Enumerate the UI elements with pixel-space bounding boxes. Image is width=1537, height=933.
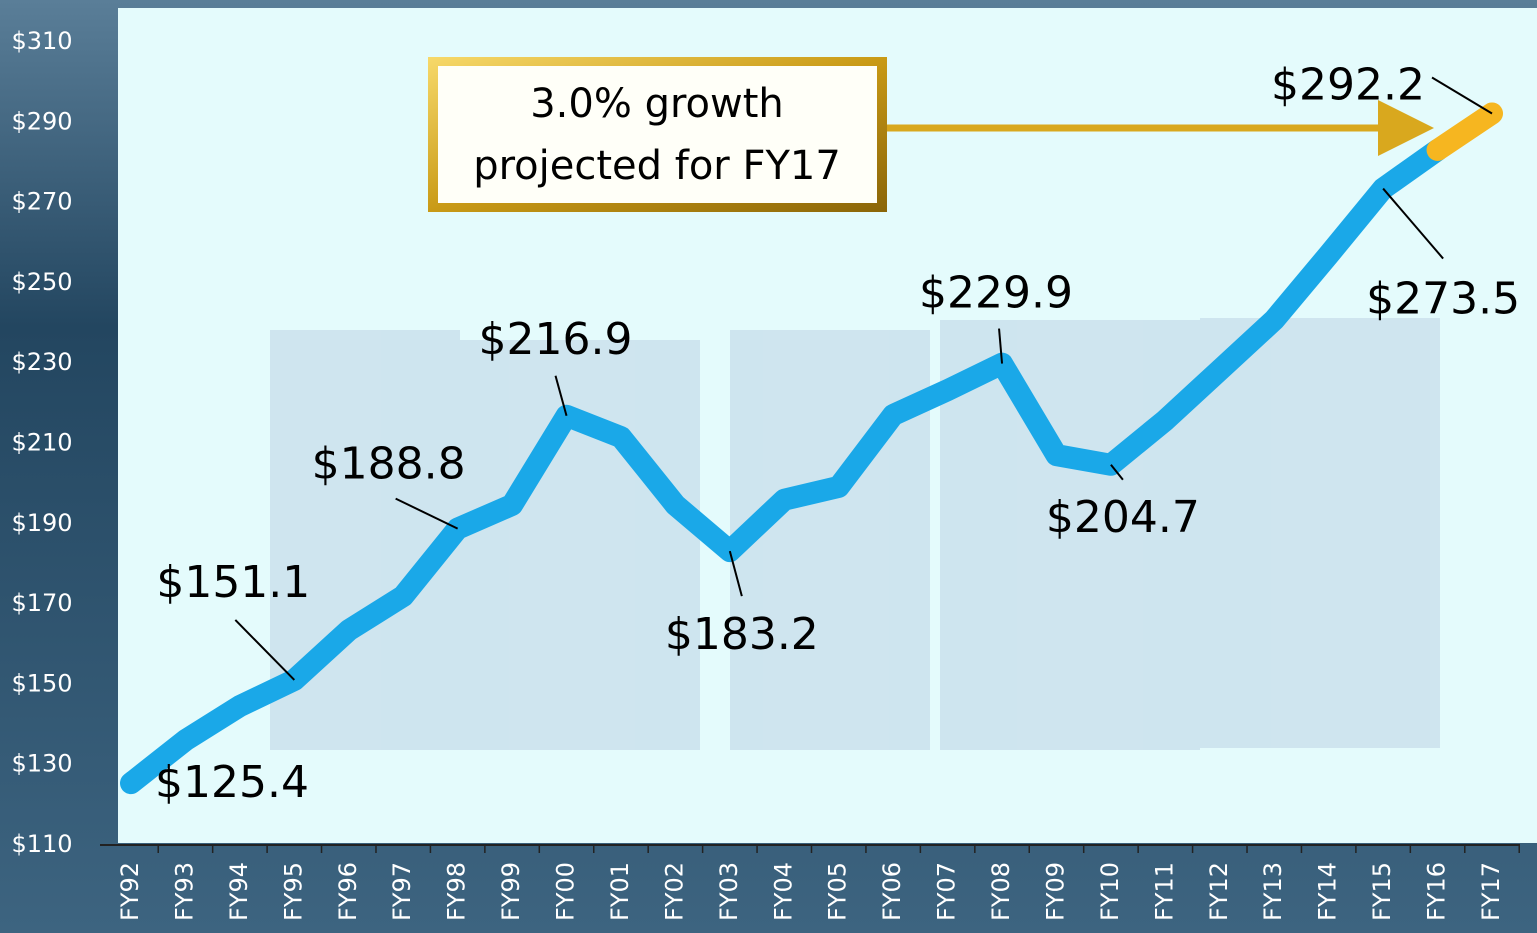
x-tick-label: FY94 (225, 862, 253, 921)
x-tick-label: FY97 (388, 862, 416, 921)
y-tick-label: $250 (11, 268, 72, 296)
annotation: 3.0% growth projected for FY17 (428, 57, 1434, 212)
x-tick-label: FY14 (1314, 862, 1342, 921)
data-label: $273.5 (1366, 274, 1520, 325)
annotation-text: 3.0% growth (530, 81, 784, 127)
annotation-text: projected for FY17 (473, 143, 841, 189)
x-tick-label: FY07 (933, 862, 961, 921)
data-label: $216.9 (479, 314, 633, 365)
y-tick-label: $210 (11, 429, 72, 457)
data-label: $125.4 (155, 757, 309, 808)
x-tick-label: FY08 (987, 862, 1015, 921)
leader-line (1110, 464, 1124, 481)
x-tick-label: FY05 (824, 862, 852, 921)
leader-line (998, 328, 1004, 364)
x-tick-label: FY11 (1150, 862, 1178, 921)
x-tick-label: FY17 (1477, 862, 1505, 921)
y-tick-label: $270 (11, 188, 72, 216)
y-tick-label: $290 (11, 107, 72, 135)
annotation-box-inner (438, 66, 877, 203)
data-label: $229.9 (919, 268, 1073, 319)
x-tick-label: FY13 (1259, 862, 1287, 921)
x-tick-label: FY10 (1096, 862, 1124, 921)
leader-line (234, 619, 296, 681)
x-tick-label: FY16 (1423, 862, 1451, 921)
x-tick-label: FY95 (279, 862, 307, 921)
leader-line (1382, 187, 1444, 260)
background-bags (270, 318, 1440, 750)
y-tick-label: $110 (11, 830, 72, 858)
y-tick-label: $130 (11, 750, 72, 778)
x-tick-label: FY98 (443, 862, 471, 921)
y-tick-label: $190 (11, 509, 72, 537)
x-tick-label: FY99 (497, 862, 525, 921)
x-tick-label: FY04 (769, 862, 797, 921)
leader-line (1431, 76, 1493, 115)
x-tick-label: FY00 (552, 862, 580, 921)
leader-line (728, 550, 743, 597)
x-tick-label: FY06 (878, 862, 906, 921)
leader-line (554, 375, 568, 417)
x-tick-label: FY12 (1205, 862, 1233, 921)
series-line (1426, 102, 1503, 162)
x-tick-label: FY92 (116, 862, 144, 921)
data-label: $183.2 (665, 609, 819, 660)
x-tick-label: FY01 (606, 862, 634, 921)
y-tick-label: $310 (11, 27, 72, 55)
x-tick-label: FY09 (1041, 862, 1069, 921)
data-label: $151.1 (156, 557, 310, 608)
x-tick-label: FY03 (715, 862, 743, 921)
x-tick-label: FY02 (660, 862, 688, 921)
x-tick-label: FY15 (1368, 862, 1396, 921)
x-tick-label: FY93 (170, 862, 198, 921)
y-tick-label: $150 (11, 669, 72, 697)
series-line (120, 139, 1449, 795)
y-tick-label: $170 (11, 589, 72, 617)
y-tick-label: $230 (11, 348, 72, 376)
data-label: $188.8 (312, 439, 466, 490)
data-label: $292.2 (1271, 59, 1425, 110)
x-tick-label: FY96 (334, 862, 362, 921)
leader-line (395, 497, 459, 530)
data-label: $204.7 (1046, 492, 1200, 543)
